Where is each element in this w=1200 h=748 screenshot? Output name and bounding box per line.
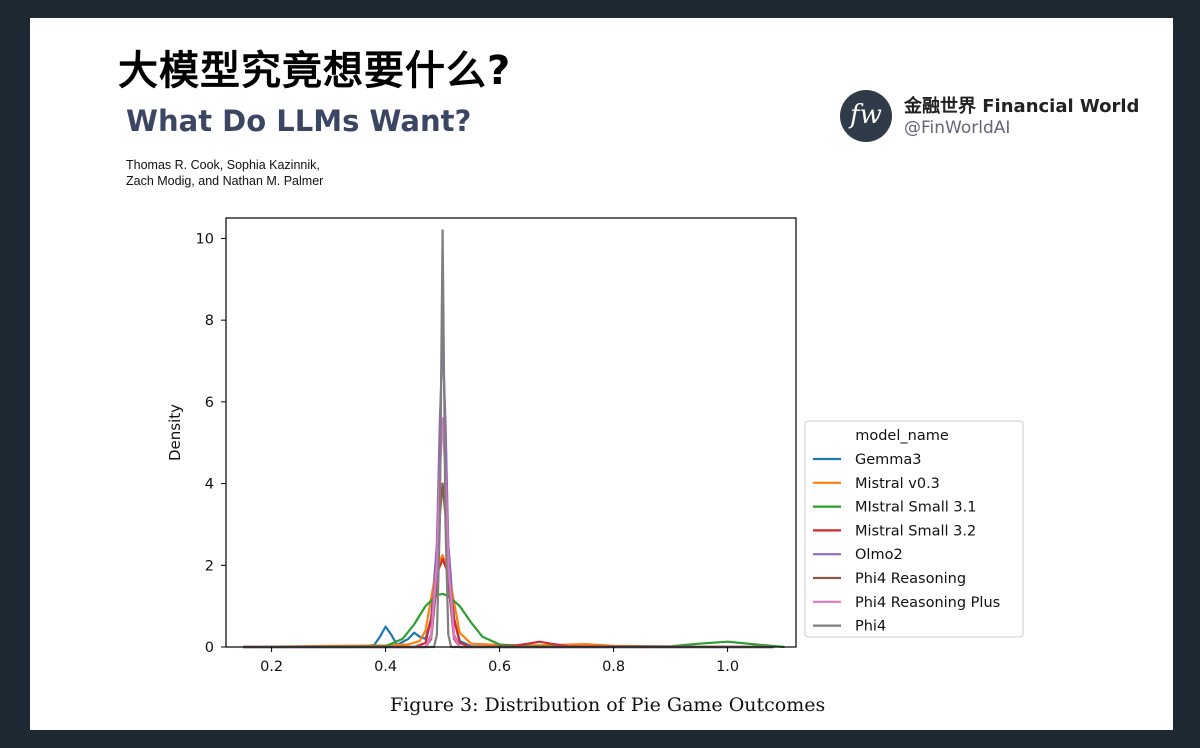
y-tick-label: 10 [196, 231, 214, 247]
legend-entry: Phi4 Reasoning [855, 571, 966, 587]
legend-entry: Phi4 Reasoning Plus [855, 595, 1000, 611]
brand-logo-icon: fw [840, 90, 892, 142]
x-tick-label: 1.0 [716, 659, 739, 675]
brand-handle: @FinWorldAI [904, 118, 1011, 138]
x-tick-label: 0.4 [374, 659, 397, 675]
authors: Thomas R. Cook, Sophia Kazinnik, Zach Mo… [126, 157, 323, 189]
series-line-mistral-small-3-1 [243, 592, 785, 649]
slide: 大模型究竟想要什么? What Do LLMs Want? Thomas R. … [30, 18, 1173, 730]
x-tick-label: 0.2 [260, 659, 283, 675]
y-tick-label: 6 [205, 395, 214, 411]
paper-title: What Do LLMs Want? [126, 104, 472, 138]
authors-line-2: Zach Modig, and Nathan M. Palmer [126, 174, 324, 188]
legend-entry: MIstral Small 3.1 [855, 500, 976, 516]
y-tick-label: 0 [205, 640, 214, 656]
legend-entry: Mistral v0.3 [855, 476, 940, 492]
chinese-title: 大模型究竟想要什么? [118, 48, 512, 94]
x-tick-label: 0.6 [488, 659, 511, 675]
figure-caption: Figure 3: Distribution of Pie Game Outco… [390, 694, 826, 716]
brand-name: 金融世界 Financial World [904, 96, 1140, 117]
series-line-olmo2 [243, 339, 774, 649]
y-tick-label: 8 [205, 313, 214, 329]
legend-entry: Olmo2 [855, 547, 903, 563]
series-line-mistral-small-3-2 [243, 558, 774, 649]
legend-box [804, 420, 1024, 638]
y-tick-label: 2 [205, 558, 214, 574]
series-line-gemma3 [243, 486, 774, 649]
legend-entry: Gemma3 [855, 452, 922, 468]
brand-block: fw 金融世界 Financial World @FinWorldAI [840, 90, 1160, 150]
legend-entry: Phi4 [855, 619, 886, 635]
y-tick-label: 4 [205, 477, 214, 493]
legend-title: model_name [855, 428, 949, 444]
series-line-mistral-v0-3 [243, 553, 774, 649]
plot-frame [225, 217, 797, 648]
series-line-phi4-reasoning-plus [243, 417, 774, 649]
y-axis-label: Density [166, 404, 184, 461]
legend-entry: Mistral Small 3.2 [855, 523, 976, 539]
x-tick-label: 0.8 [602, 659, 625, 675]
authors-line-1: Thomas R. Cook, Sophia Kazinnik, [126, 158, 320, 172]
series-line-phi4-reasoning [243, 482, 774, 649]
density-chart: 0.2 0.4 0.6 0.8 1.0 0 2 4 6 8 10 Density model_name G… [166, 217, 1024, 675]
series-line-phi4 [243, 229, 774, 649]
